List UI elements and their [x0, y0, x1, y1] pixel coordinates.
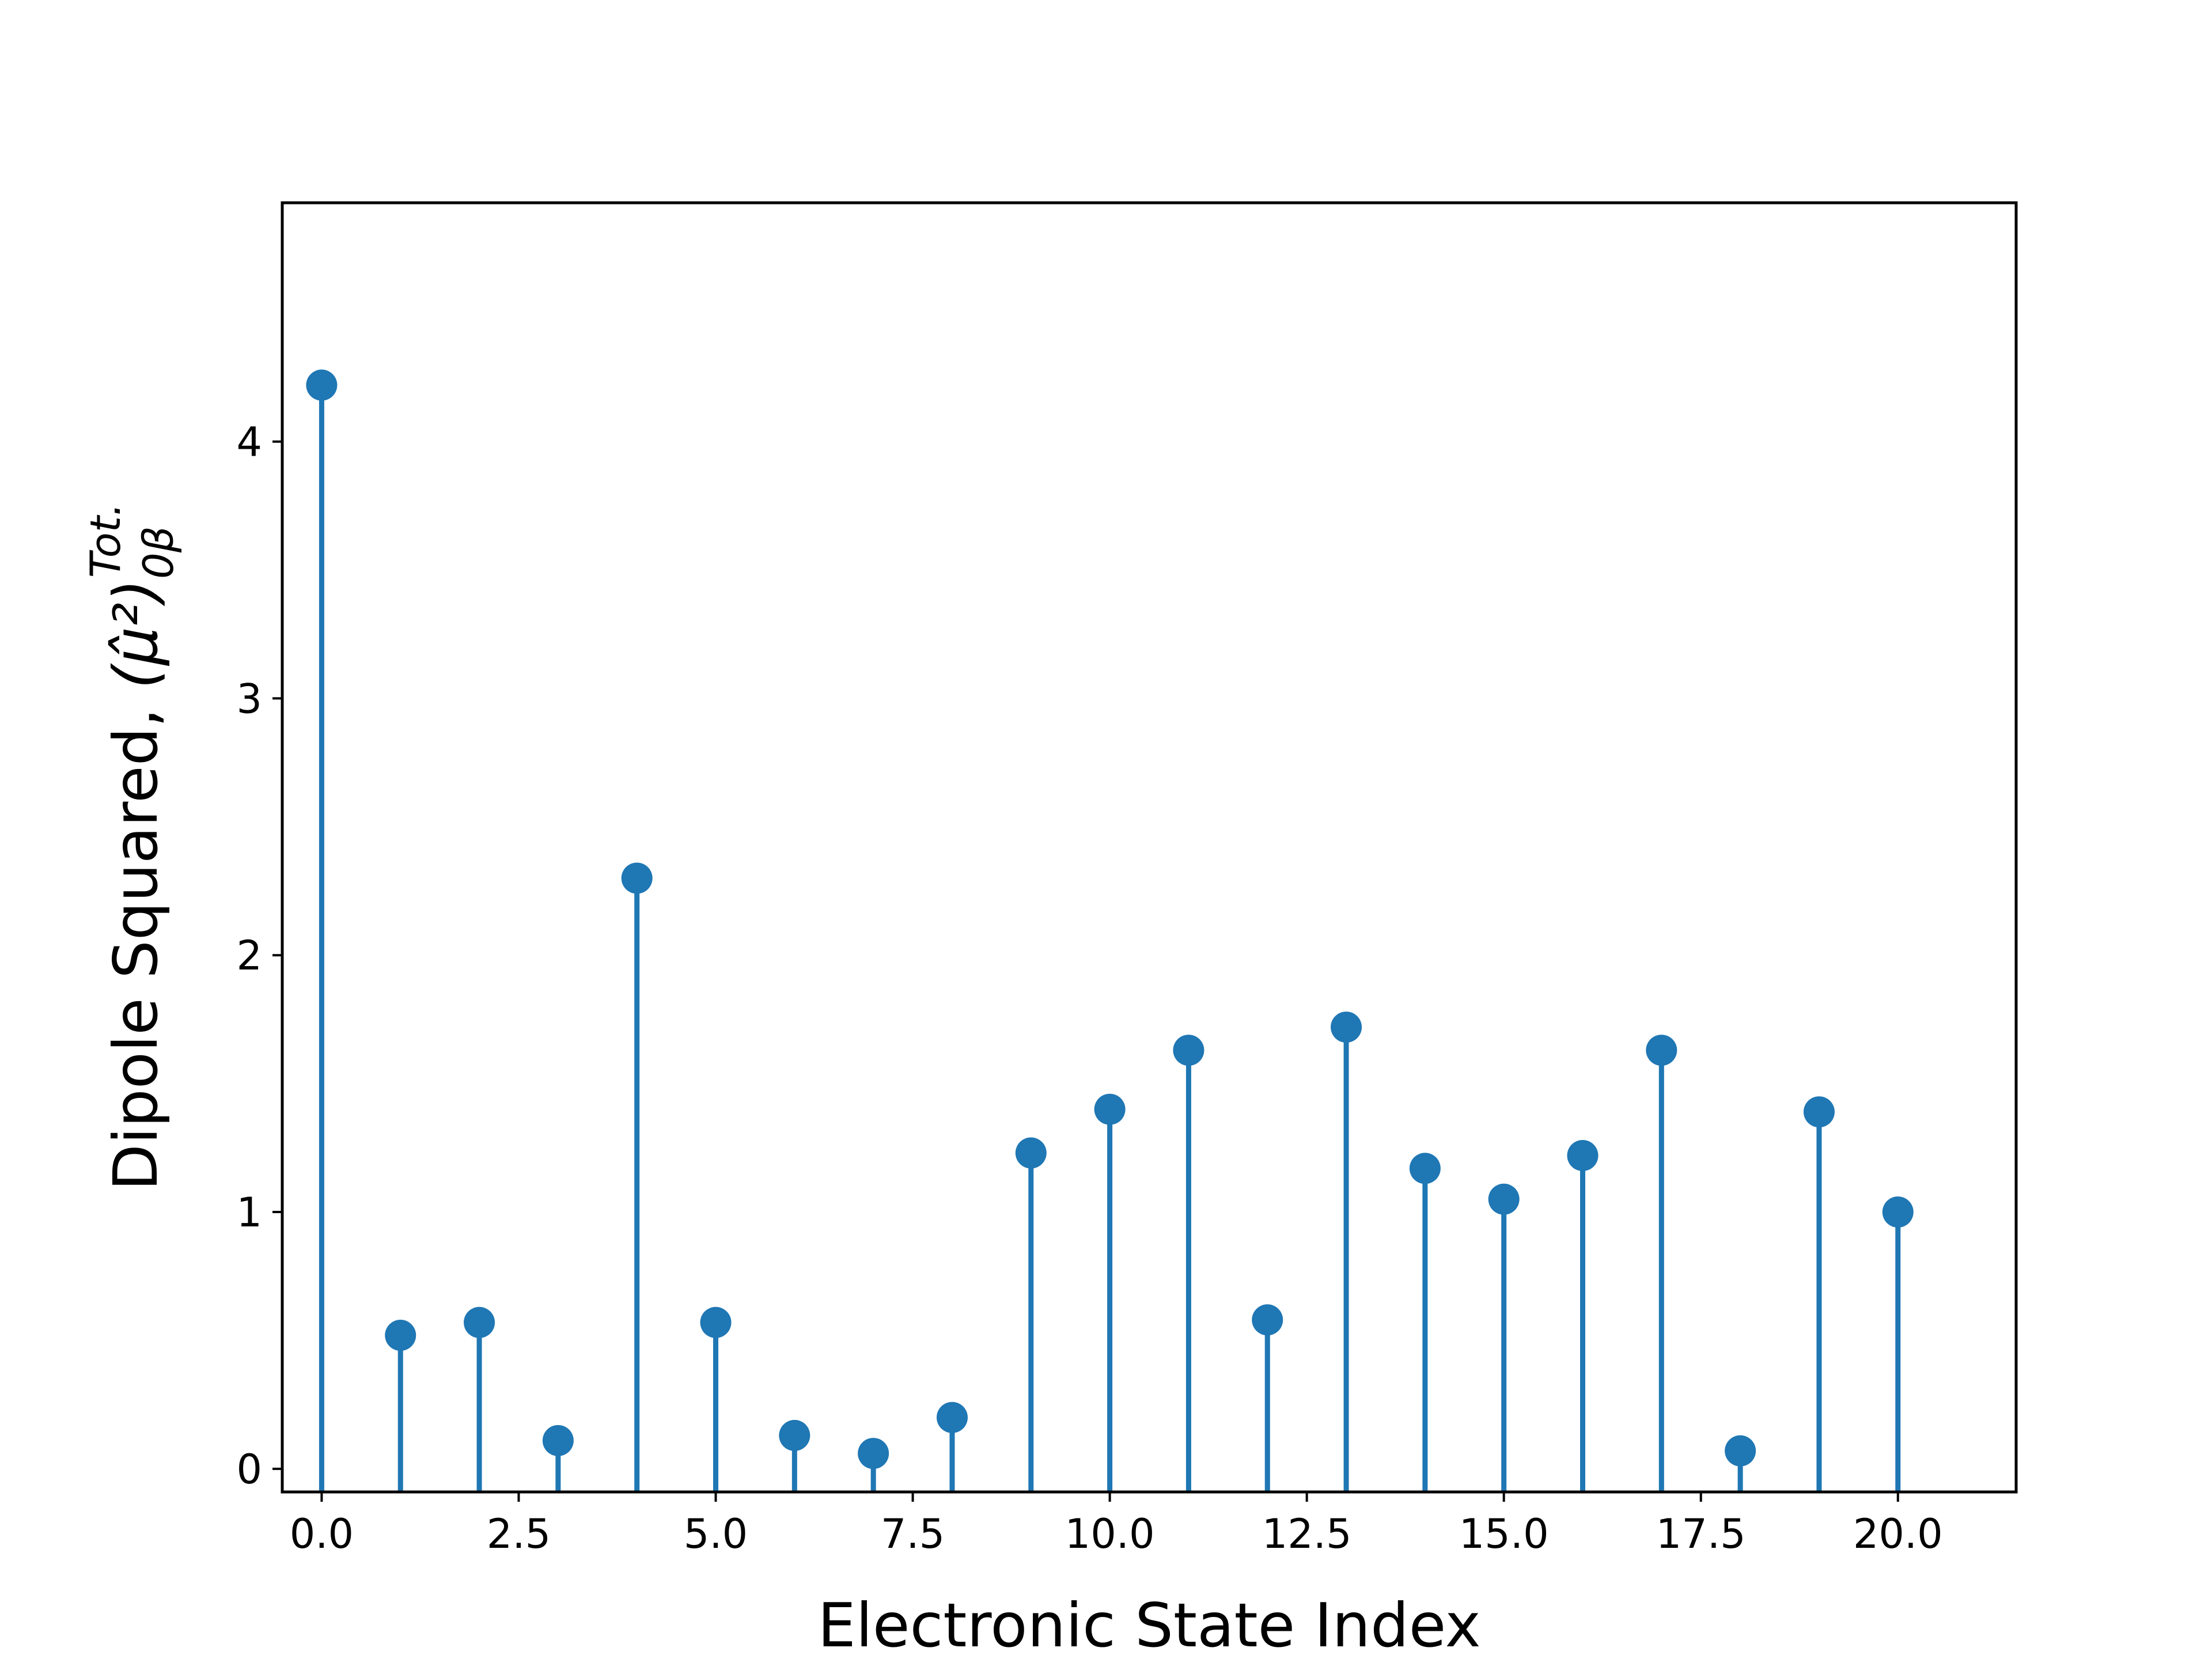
stem-marker	[306, 369, 338, 401]
y-tick-label: 4	[236, 419, 262, 466]
stem-marker	[1409, 1153, 1441, 1184]
stem-marker	[542, 1425, 574, 1456]
stem-marker	[1173, 1035, 1205, 1066]
x-tick-label: 0.0	[290, 1510, 354, 1558]
stem-marker	[621, 862, 653, 894]
stem-marker	[1567, 1139, 1599, 1171]
y-axis-label-superscript: Tot.	[81, 503, 130, 578]
x-tick-label: 10.0	[1065, 1510, 1155, 1558]
stem-marker	[1252, 1304, 1283, 1336]
x-tick-label: 7.5	[881, 1510, 945, 1558]
stem-markers	[306, 369, 1914, 1469]
stem-lines	[319, 385, 1901, 1492]
stem-marker	[700, 1306, 732, 1338]
stem-marker	[1882, 1196, 1914, 1228]
stem-marker	[1803, 1096, 1835, 1128]
stem-marker	[858, 1438, 889, 1469]
x-tick-label: 2.5	[487, 1510, 551, 1558]
y-axis-label-subscript: 0β	[134, 526, 183, 579]
y-axis-label-symbol: (μ̂²)	[101, 579, 171, 689]
stem-marker	[1725, 1435, 1756, 1467]
x-tick-label: 17.5	[1656, 1510, 1746, 1558]
stem-marker	[385, 1320, 416, 1351]
x-axis-label: Electronic State Index	[817, 1590, 1480, 1659]
y-axis-label-text: Dipole Squared,	[101, 689, 171, 1191]
stem-marker	[1094, 1093, 1126, 1125]
y-tick-label: 3	[236, 675, 262, 722]
x-axis-ticks: 0.0 2.5 5.0 7.5 10.0 12.5 15.0 17.5 20.0	[290, 1492, 1943, 1558]
x-tick-label: 15.0	[1459, 1510, 1549, 1558]
stem-marker	[1646, 1035, 1677, 1066]
y-tick-label: 0	[236, 1446, 262, 1493]
stem-marker	[464, 1306, 495, 1338]
plot-frame	[281, 201, 2018, 1494]
stem-marker	[1331, 1012, 1362, 1043]
y-tick-label: 1	[236, 1189, 262, 1236]
x-tick-label: 12.5	[1262, 1510, 1352, 1558]
stem-marker	[936, 1402, 968, 1433]
y-tick-label: 2	[236, 932, 262, 979]
y-axis-ticks: 0 1 2 3 4	[236, 419, 282, 1493]
y-axis-label: Dipole Squared, (μ̂²)0βTot.	[81, 503, 183, 1191]
x-tick-label: 20.0	[1853, 1510, 1943, 1558]
stem-marker	[1488, 1183, 1520, 1215]
x-tick-label: 5.0	[684, 1510, 748, 1558]
stem-marker	[779, 1419, 810, 1451]
stem-marker	[1015, 1137, 1047, 1169]
